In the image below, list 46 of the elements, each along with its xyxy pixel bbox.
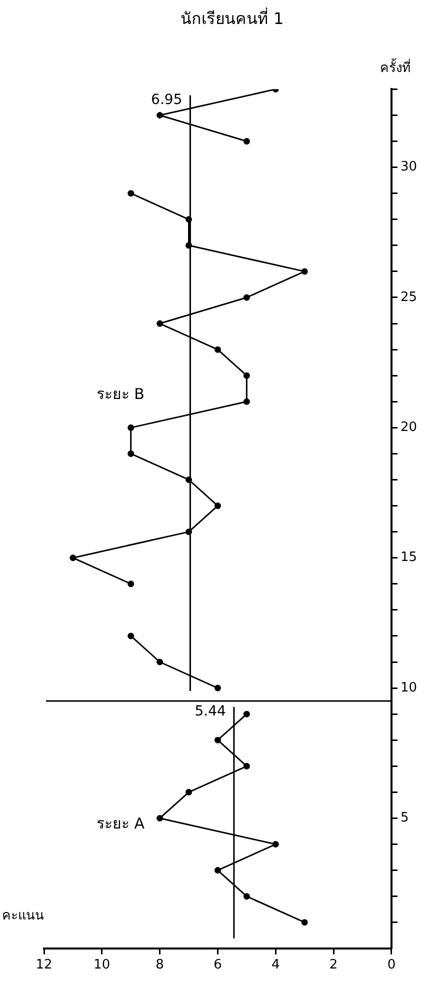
point bbox=[301, 919, 308, 926]
point bbox=[301, 268, 308, 275]
point bbox=[156, 320, 164, 327]
point bbox=[243, 710, 250, 718]
y-tick-label: 5 bbox=[400, 810, 409, 826]
x-axis-title: คะแนน bbox=[2, 908, 44, 924]
point bbox=[243, 294, 250, 301]
x-tick-label: 10 bbox=[94, 958, 110, 973]
point bbox=[214, 736, 221, 744]
point bbox=[272, 841, 279, 848]
chart-title: นักเรียนคนที่ 1 bbox=[180, 6, 284, 28]
y-tick-label: 20 bbox=[400, 420, 418, 436]
point bbox=[243, 372, 250, 379]
point bbox=[214, 502, 221, 510]
ref-line-label: 6.95 bbox=[151, 92, 182, 108]
x-tick-label: 6 bbox=[214, 958, 222, 973]
point bbox=[128, 424, 134, 431]
point bbox=[128, 190, 134, 197]
y-tick-label: 15 bbox=[400, 550, 418, 566]
point bbox=[70, 554, 76, 562]
point bbox=[243, 893, 250, 900]
y-tick-label: 10 bbox=[400, 680, 418, 696]
ref-line-label: 5.44 bbox=[194, 704, 226, 720]
x-tick-label: 4 bbox=[272, 958, 280, 973]
point bbox=[186, 788, 192, 796]
x-tick-label: 12 bbox=[36, 958, 52, 973]
point bbox=[243, 398, 250, 405]
point bbox=[156, 112, 164, 118]
y-axis-title: ครั้งที่ bbox=[380, 58, 411, 76]
point bbox=[128, 632, 134, 640]
point bbox=[128, 580, 134, 588]
point bbox=[243, 762, 250, 770]
annotation: ระยะ A bbox=[96, 814, 146, 833]
x-tick-label: 8 bbox=[156, 958, 164, 973]
x-tick-label: 2 bbox=[329, 958, 338, 973]
annotation: ระยะ B bbox=[96, 385, 144, 404]
y-tick-label: 25 bbox=[400, 290, 418, 305]
point bbox=[128, 450, 134, 457]
point bbox=[243, 138, 250, 145]
point bbox=[214, 684, 221, 692]
point bbox=[156, 658, 164, 666]
point bbox=[214, 346, 221, 353]
point bbox=[156, 814, 164, 822]
point bbox=[214, 867, 221, 874]
x-tick-label: 0 bbox=[387, 958, 396, 973]
y-tick-label: 30 bbox=[400, 160, 418, 175]
